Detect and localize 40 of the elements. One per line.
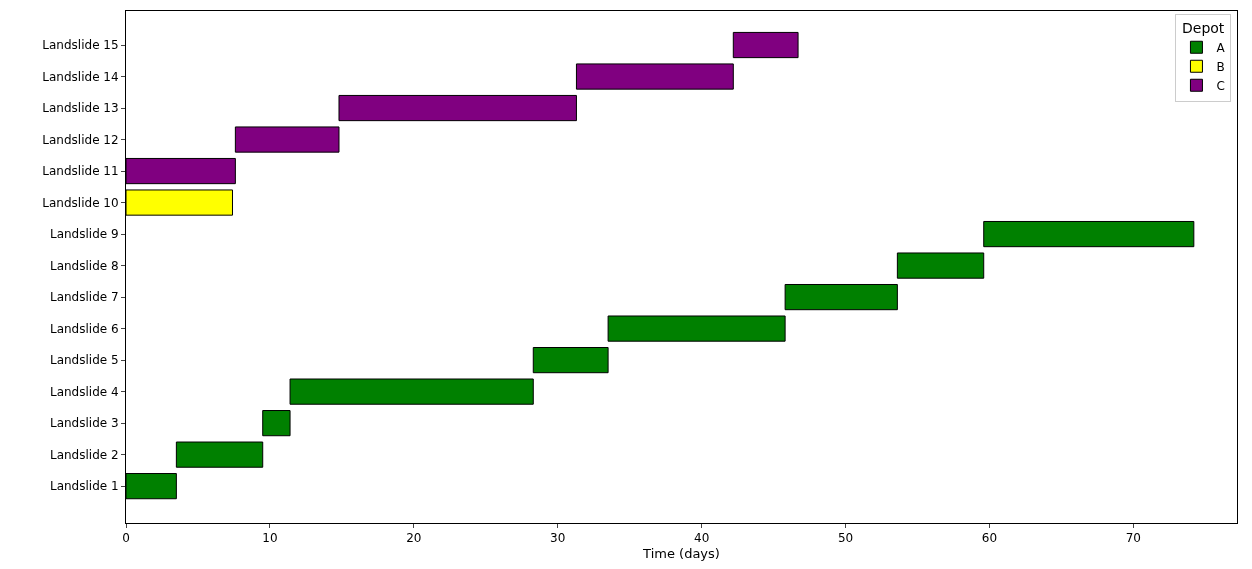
y-tick-label: Landslide 8 xyxy=(49,258,119,273)
bar xyxy=(983,220,1195,248)
y-tick-label: Landslide 4 xyxy=(49,384,119,399)
bar xyxy=(289,378,534,405)
legend-label: A xyxy=(1216,40,1226,55)
y-tick-label: Landslide 2 xyxy=(49,447,119,462)
bar xyxy=(532,347,609,374)
bar xyxy=(732,31,799,59)
y-tick-label: Landslide 13 xyxy=(42,101,119,116)
bar xyxy=(338,94,577,122)
bar xyxy=(262,410,291,437)
bar xyxy=(607,315,786,342)
y-tick-label: Landslide 11 xyxy=(42,164,119,179)
y-tick-label: Landslide 10 xyxy=(42,195,119,210)
bar xyxy=(784,283,898,311)
bar xyxy=(234,126,340,153)
legend-label: B xyxy=(1216,59,1225,74)
y-tick-label: Landslide 7 xyxy=(49,290,119,305)
y-tick-label: Landslide 5 xyxy=(49,353,119,368)
x-tick-label: 70 xyxy=(1125,531,1142,546)
x-tick-label: 0 xyxy=(122,531,130,546)
y-tick-label: Landslide 14 xyxy=(42,69,119,84)
bar xyxy=(175,441,264,468)
x-tick-label: 10 xyxy=(262,531,278,546)
bar xyxy=(575,63,734,90)
legend-label: C xyxy=(1216,78,1225,93)
legend-title: Depot xyxy=(1182,19,1225,36)
x-tick-label: 20 xyxy=(406,531,422,546)
x-tick-label: 40 xyxy=(694,531,710,546)
y-tick-label: Landslide 6 xyxy=(49,321,119,336)
x-tick-label: 30 xyxy=(550,531,566,546)
y-tick-label: Landslide 9 xyxy=(49,227,119,242)
y-tick-label: Landslide 15 xyxy=(42,38,119,53)
x-tick-label: 60 xyxy=(981,531,998,546)
x-axis-title: Time (days) xyxy=(642,546,720,561)
x-tick-label: 50 xyxy=(837,531,854,546)
y-tick-label: Landslide 12 xyxy=(42,132,119,147)
bar xyxy=(896,252,985,279)
y-tick-label: Landslide 1 xyxy=(49,479,119,494)
y-tick-label: Landslide 3 xyxy=(49,416,119,431)
